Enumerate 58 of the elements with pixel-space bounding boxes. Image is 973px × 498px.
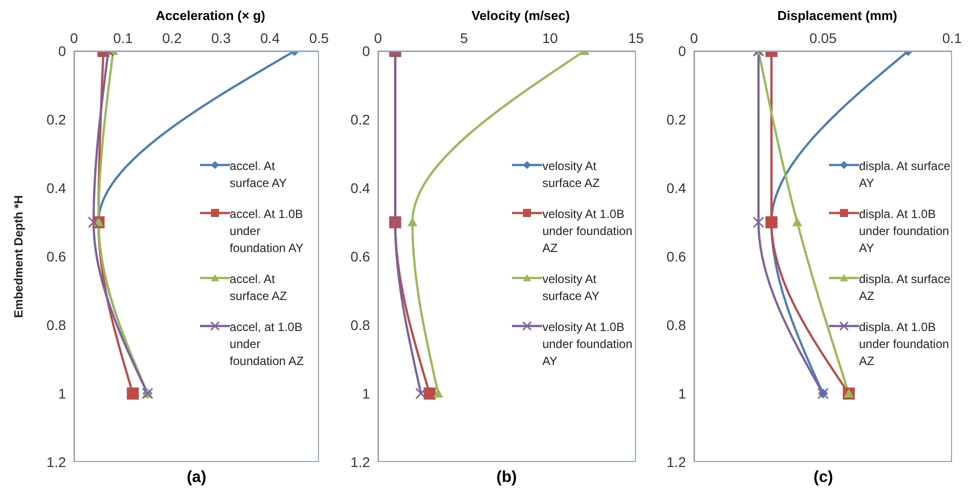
y-tick-label: 0 (678, 42, 687, 59)
text: (b) (495, 469, 518, 487)
y-tick-label: 0.6 (666, 248, 687, 264)
y-tick-label: 0.4 (350, 180, 370, 196)
y-tick-label: 0 (58, 42, 66, 59)
y-tick-label: 1.2 (46, 454, 66, 470)
y-tick-label: 0.4 (46, 180, 66, 196)
y-tick-label: 0.6 (46, 248, 66, 264)
x-tick-label: 10 (542, 30, 558, 46)
point (432, 388, 443, 398)
y-tick-label: 1 (678, 385, 687, 402)
x-tick-label: 0.1 (942, 30, 962, 46)
legend-label: displa. At surface AZ (858, 271, 951, 305)
x-axis-title: Displacement (mm) (776, 8, 898, 23)
point (753, 216, 765, 228)
y-tick-label: 0.2 (666, 111, 687, 128)
x-tick-label: 0 (70, 30, 78, 46)
legend-label: accel. At surface AZ (230, 271, 288, 305)
x-tick-label: 0.5 (309, 30, 329, 46)
x-tick-label: 0 (374, 30, 382, 46)
legend-label: velosity At 1.0B under foundation AZ (542, 206, 634, 257)
y-tick-label: 0.2 (46, 111, 66, 128)
legend-label: accel. At surface AY (230, 158, 288, 192)
point (88, 216, 100, 228)
text: (a) (186, 469, 208, 487)
x-tick-label: 0.3 (211, 30, 231, 46)
x-tick-label: 0.1 (113, 30, 133, 46)
legend-label: velosity At surface AZ (542, 158, 601, 192)
x-tick-label: 0 (690, 30, 698, 46)
y-tick-label: 0.2 (350, 111, 370, 128)
x-tick-label: 0.05 (810, 30, 838, 46)
legend-label: displa. At surface AY (858, 158, 951, 192)
x-tick-label: 15 (628, 30, 644, 46)
y-tick-label: 0.6 (350, 248, 370, 264)
y-tick-label: 0 (362, 42, 370, 59)
x-axis-title: Acceleration (× g) (154, 8, 266, 23)
x-tick-label: 5 (460, 30, 468, 46)
x-tick-label: 0.4 (260, 30, 280, 46)
y-tick-label: 1.2 (350, 454, 370, 470)
legend-label: displa. At 1.0B under foundation AY (858, 206, 950, 257)
y-tick-label: 0.4 (666, 180, 687, 196)
y-tick-label: 1.2 (666, 454, 687, 470)
y-tick-label: 0.8 (350, 316, 370, 333)
point (126, 388, 139, 400)
legend-label: velosity At 1.0B under foundation AY (542, 319, 634, 370)
legend-label: accel, at 1.0B under foundation AZ (230, 319, 305, 370)
y-tick-label: 1 (362, 385, 370, 402)
y-axis-title: Embedment Depth *H (11, 195, 26, 318)
y-tick-label: 0.8 (666, 316, 687, 333)
x-axis-title: Velocity (m/sec) (470, 8, 571, 23)
legend-label: accel. At 1.0B under foundation AY (230, 206, 304, 257)
point (414, 388, 426, 400)
x-tick-label: 0.2 (162, 30, 182, 46)
text: (c) (812, 469, 834, 487)
y-tick-label: 1 (58, 385, 66, 402)
legend-label: velosity At surface AY (542, 271, 600, 305)
y-tick-label: 0.8 (46, 316, 66, 333)
legend-label: displa. At 1.0B under foundation AZ (858, 319, 950, 370)
